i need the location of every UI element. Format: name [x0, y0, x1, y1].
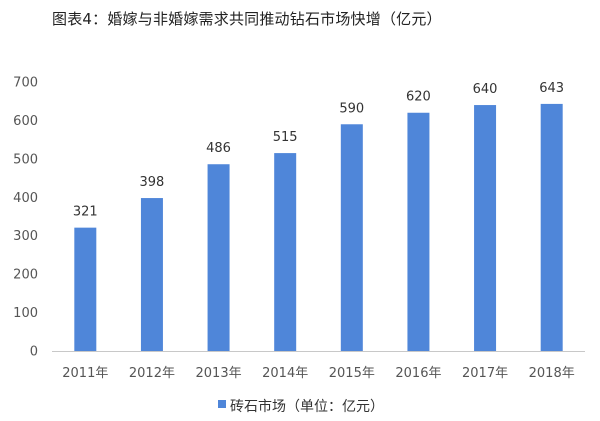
- data-label: 640: [473, 82, 498, 97]
- y-tick-label: 100: [13, 306, 38, 321]
- x-axis: 2011年 2012年 2013年 2014年 2015年 2016年 2017年 2018年: [52, 351, 585, 381]
- data-label: 590: [339, 101, 364, 116]
- y-axis: 0 100 200 300 400 500 600 700: [13, 76, 38, 360]
- bar-1: [74, 227, 97, 351]
- y-tick-label: 600: [13, 114, 38, 129]
- x-tick-label: 2017年: [462, 366, 508, 381]
- y-tick-label: 400: [13, 191, 38, 206]
- x-tick-label: 2018年: [529, 366, 575, 381]
- x-tick-label: 2012年: [129, 366, 175, 381]
- legend-swatch: [218, 400, 226, 408]
- x-tick-label: 2014年: [262, 366, 308, 381]
- data-labels: 321 398 486 515 590 620 640 643: [73, 81, 564, 220]
- y-tick-label: 0: [30, 345, 38, 360]
- bar-4: [274, 153, 297, 351]
- bar-7: [474, 105, 497, 351]
- data-label: 620: [406, 90, 431, 105]
- y-tick-label: 300: [13, 229, 38, 244]
- data-label: 643: [539, 81, 564, 96]
- data-label: 515: [273, 130, 298, 145]
- bar-6: [407, 112, 430, 351]
- x-tick-label: 2013年: [196, 366, 242, 381]
- data-label: 486: [206, 141, 231, 156]
- bars: [74, 103, 563, 352]
- legend: 砖石市场（单位：亿元）: [218, 398, 384, 415]
- bar-5: [340, 124, 363, 352]
- bar-2: [140, 198, 163, 351]
- x-tick-label: 2015年: [329, 366, 375, 381]
- x-tick-label: 2011年: [62, 366, 108, 381]
- data-label: 321: [73, 205, 98, 220]
- y-tick-label: 200: [13, 268, 38, 283]
- bar-3: [207, 164, 230, 351]
- chart-title: 图表4：婚嫁与非婚嫁需求共同推动钻石市场快增（亿元）: [52, 10, 442, 28]
- y-tick-label: 500: [13, 152, 38, 167]
- y-tick-label: 700: [13, 76, 38, 91]
- data-label: 398: [140, 175, 165, 190]
- legend-label: 砖石市场（单位：亿元）: [230, 398, 384, 415]
- x-tick-label: 2016年: [395, 366, 441, 381]
- bar-8: [540, 103, 563, 351]
